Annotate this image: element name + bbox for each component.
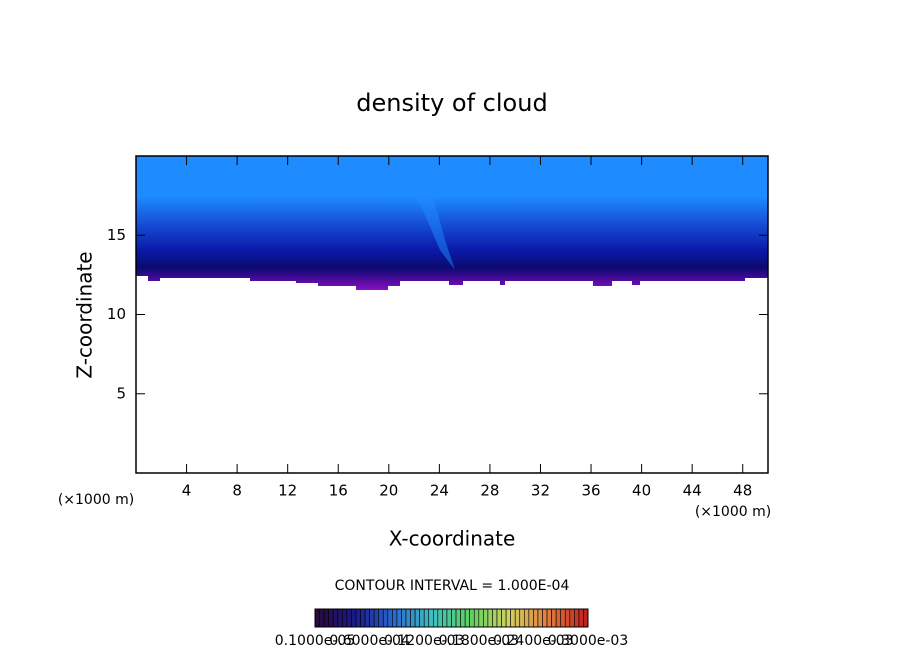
- colorbar-cell: [542, 608, 548, 628]
- colorbar-label: 0.6000e-04: [329, 633, 410, 649]
- colorbar-cell: [483, 608, 489, 628]
- colorbar-cell: [355, 608, 361, 628]
- colorbar-cell: [396, 608, 402, 628]
- y-axis-label: Z-coordinate: [73, 251, 97, 378]
- colorbar-cell: [492, 608, 498, 628]
- colorbar-cell: [332, 608, 339, 628]
- colorbar-cell: [410, 608, 416, 628]
- colorbar-cell: [346, 608, 352, 628]
- colorbar-cell: [464, 608, 470, 628]
- x-tick-label: 28: [480, 482, 499, 500]
- x-tick-label: 16: [329, 482, 348, 500]
- colorbar-cell: [460, 608, 466, 628]
- contour-dip: [410, 185, 455, 270]
- contour-interval: CONTOUR INTERVAL = 1.000E-04: [335, 578, 570, 594]
- x-tick-label: 12: [278, 482, 297, 500]
- colorbar-cell: [574, 608, 580, 628]
- x-unit-label: (×1000 m): [695, 504, 771, 520]
- colorbar-cell: [351, 608, 357, 628]
- y-tick-label: 10: [107, 305, 126, 323]
- colorbar-cell: [505, 608, 511, 628]
- colorbar-cell: [442, 608, 448, 628]
- colorbar: 0.1000e-050.6000e-040.1200e-030.1800e-03…: [275, 608, 628, 649]
- y-tick-label: 5: [116, 384, 126, 402]
- colorbar-cell: [314, 608, 320, 628]
- colorbar-cell: [392, 608, 398, 628]
- colorbar-cell: [382, 608, 389, 628]
- x-tick-label: 48: [733, 482, 752, 500]
- x-tick-label: 40: [632, 482, 651, 500]
- colorbar-cell: [369, 608, 375, 628]
- colorbar-cell: [401, 608, 407, 628]
- colorbar-cell: [523, 608, 530, 628]
- colorbar-cell: [360, 608, 366, 628]
- colorbar-cell: [419, 608, 425, 628]
- x-tick-label: 8: [232, 482, 242, 500]
- colorbar-cell: [414, 608, 420, 628]
- colorbar-cell: [387, 608, 393, 628]
- colorbar-cell: [528, 608, 534, 628]
- colorbar-cell: [487, 608, 493, 628]
- colorbar-cell: [446, 608, 452, 628]
- x-unit-label: (×1000 m): [58, 492, 134, 508]
- colorbar-label: 0.1800e-03: [439, 633, 519, 649]
- colorbar-cell: [378, 608, 384, 628]
- colorbar-cell: [423, 608, 430, 628]
- colorbar-cell: [564, 608, 571, 628]
- colorbar-cell: [328, 608, 334, 628]
- colorbar-cell: [469, 608, 475, 628]
- colorbar-label: 0.3000e-03: [548, 633, 628, 649]
- colorbar-frame: [314, 608, 589, 628]
- x-tick-label: 36: [581, 482, 600, 500]
- colorbar-cell: [514, 608, 521, 628]
- colorbar-label: 0.2400e-03: [493, 633, 573, 649]
- colorbar-cell: [437, 608, 443, 628]
- colorbar-cell: [364, 608, 370, 628]
- colorbar-cell: [496, 608, 502, 628]
- colorbar-cell: [478, 608, 484, 628]
- colorbar-cell: [560, 608, 566, 628]
- x-tick-label: 24: [430, 482, 449, 500]
- colorbar-cell: [533, 608, 539, 628]
- x-tick-label: 32: [531, 482, 550, 500]
- colorbar-cell: [341, 608, 348, 628]
- contour-field: [136, 156, 768, 290]
- colorbar-cell: [519, 608, 525, 628]
- colorbar-cell: [323, 608, 329, 628]
- colorbar-cell: [537, 608, 543, 628]
- chart-title: density of cloud: [356, 89, 547, 117]
- x-axis-label: X-coordinate: [389, 527, 516, 551]
- colorbar-label: 0.1000e-05: [275, 633, 355, 649]
- colorbar-cell: [373, 608, 379, 628]
- colorbar-cell: [428, 608, 434, 628]
- colorbar-cell: [432, 608, 439, 628]
- colorbar-cell: [337, 608, 343, 628]
- colorbar-cell: [451, 608, 457, 628]
- colorbar-cell: [510, 608, 516, 628]
- colorbar-cell: [551, 608, 557, 628]
- colorbar-cell: [501, 608, 507, 628]
- colorbar-cell: [583, 608, 589, 628]
- x-tick-label: 44: [683, 482, 702, 500]
- x-tick-label: 20: [379, 482, 398, 500]
- x-tick-label: 4: [182, 482, 192, 500]
- colorbar-cell: [546, 608, 552, 628]
- y-tick-label: 15: [107, 226, 126, 244]
- colorbar-cell: [555, 608, 562, 628]
- colorbar-cell: [578, 608, 584, 628]
- colorbar-cell: [319, 608, 325, 628]
- colorbar-label: 0.1200e-03: [384, 633, 464, 649]
- colorbar-cell: [455, 608, 461, 628]
- colorbar-cell: [473, 608, 480, 628]
- colorbar-cell: [405, 608, 411, 628]
- colorbar-cell: [569, 608, 575, 628]
